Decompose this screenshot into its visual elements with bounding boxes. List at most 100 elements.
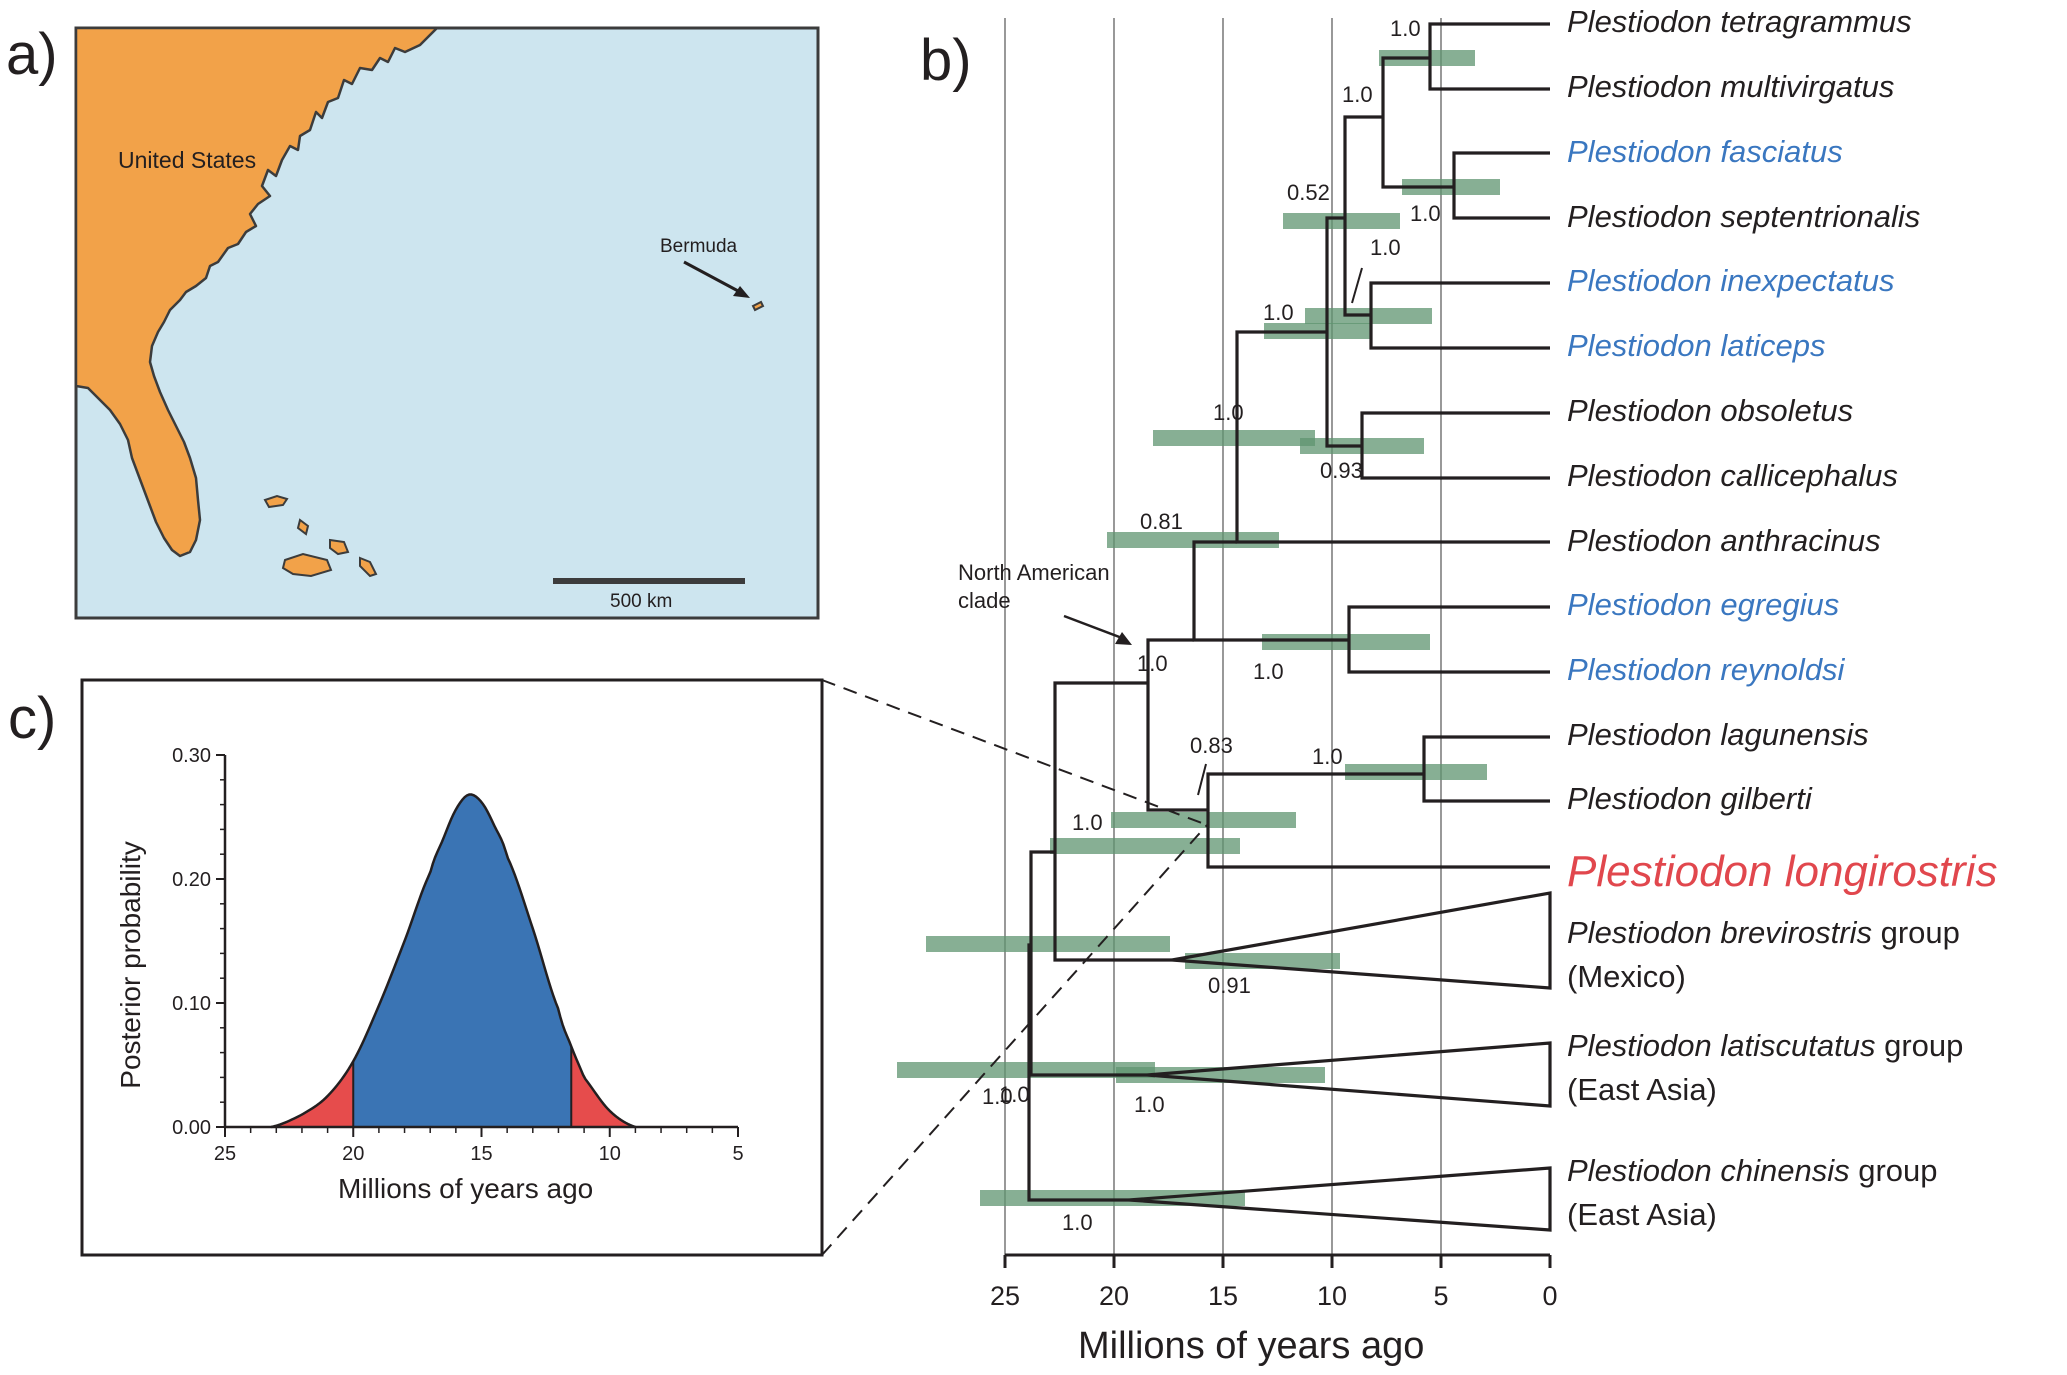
taxon-label: Plestiodon tetragrammus — [1567, 4, 1912, 39]
hpd-bar — [1111, 812, 1296, 828]
panel-label-c: c) — [8, 686, 56, 751]
taxon-label: Plestiodon multivirgatus — [1567, 69, 1894, 104]
support-value: 1.0 — [1263, 300, 1294, 325]
tree-x-tick-label: 10 — [1317, 1281, 1347, 1311]
zoom-guide-bottom — [821, 824, 1208, 1256]
taxon-label: Plestiodon reynoldsi — [1567, 652, 1846, 687]
density-y-axis-title: Posterior probability — [115, 841, 146, 1088]
map-island-bahamas-1 — [263, 494, 289, 509]
density-tail-younger — [571, 1046, 636, 1127]
density-x-tick-label: 25 — [214, 1143, 236, 1165]
hpd-bar — [1153, 430, 1315, 446]
support-value: 1.0 — [1137, 651, 1168, 676]
density-hpd-region — [353, 794, 572, 1127]
tree-x-axis-title: Millions of years ago — [1078, 1325, 1424, 1367]
panel-label-b: b) — [920, 28, 972, 93]
panel-label-a: a) — [6, 22, 58, 87]
collapsed-clade — [1128, 1166, 1552, 1232]
taxon-label: Plestiodon callicephalus — [1567, 458, 1898, 493]
support-value: 1.0 — [1072, 810, 1103, 835]
tree-panel: 1.01.01.00.521.01.01.00.930.811.01.00.83… — [897, 4, 1997, 1367]
tree-x-tick-label: 25 — [990, 1281, 1020, 1311]
density-curve — [270, 793, 636, 1129]
tree-branches — [1027, 22, 1552, 1232]
hpd-bar — [1116, 1067, 1325, 1083]
map-island-bahamas-4 — [359, 556, 378, 578]
collapsed-clade — [1171, 891, 1552, 990]
support-value: 1.0 — [1410, 201, 1441, 226]
tree-x-axis: 25 20 15 10 5 0 Millions of years ago — [990, 1253, 1558, 1367]
hpd-bar — [1050, 838, 1240, 854]
hpd-bar — [980, 1190, 1245, 1206]
support-value: 0.91 — [1208, 973, 1251, 998]
taxon-region-label: (East Asia) — [1567, 1197, 1717, 1232]
collapsed-clade — [1146, 1041, 1552, 1108]
support-leader-line — [1351, 267, 1363, 304]
map-island-bahamas-3 — [329, 538, 350, 556]
taxon-label: Plestiodon chinensis group — [1567, 1153, 1938, 1188]
tree-branch — [1029, 850, 1147, 1077]
taxon-label: Plestiodon septentrionalis — [1567, 199, 1920, 234]
density-chart: 0.00 0.10 0.20 0.30 25 20 15 10 5 — [172, 745, 744, 1165]
support-value: 1.0 — [1370, 235, 1401, 260]
taxon-label: Plestiodon inexpectatus — [1567, 263, 1894, 298]
density-x-tick-label: 20 — [342, 1143, 364, 1165]
taxon-label: Plestiodon laticeps — [1567, 328, 1826, 363]
taxon-label: Plestiodon obsoletus — [1567, 393, 1853, 428]
support-value: 0.83 — [1190, 733, 1233, 758]
support-leader-line — [1197, 763, 1207, 796]
taxon-label: Plestiodon anthracinus — [1567, 523, 1881, 558]
support-value: 1.0 — [1062, 1210, 1093, 1235]
tree-branch — [1192, 540, 1349, 642]
taxon-region-label: (East Asia) — [1567, 1072, 1717, 1107]
map-scale-bar — [553, 578, 745, 584]
tree-branch — [1422, 735, 1550, 803]
support-value: 0.81 — [1140, 509, 1183, 534]
map-island-cuba — [281, 552, 333, 578]
taxon-label: Plestiodon longirostris — [1567, 847, 1997, 896]
support-value: 1.0 — [999, 1082, 1030, 1107]
support-value: 1.0 — [982, 1084, 1013, 1109]
hpd-bar — [1345, 764, 1487, 780]
density-x-tick-label: 15 — [470, 1143, 492, 1165]
density-x-axis-title: Millions of years ago — [338, 1173, 593, 1204]
north-american-clade-annotation: North American clade — [958, 560, 1132, 645]
density-y-tick-label: 0.20 — [172, 869, 211, 891]
support-value: 0.52 — [1287, 180, 1330, 205]
taxon-label: Plestiodon brevirostris group — [1567, 915, 1960, 950]
tree-branch — [1206, 772, 1550, 869]
tree-x-ticks: 25 20 15 10 5 0 — [990, 1255, 1558, 1311]
density-y-tick-label: 0.00 — [172, 1117, 211, 1139]
tree-branch — [1343, 115, 1383, 317]
map-island-bermuda — [751, 300, 765, 312]
taxon-label: Plestiodon fasciatus — [1567, 134, 1843, 169]
tree-x-tick-label: 5 — [1433, 1281, 1448, 1311]
tree-x-tick-label: 0 — [1542, 1281, 1557, 1311]
support-value: 1.0 — [1342, 82, 1373, 107]
tree-x-tick-label: 15 — [1208, 1281, 1238, 1311]
map-label-bermuda: Bermuda — [660, 236, 738, 257]
taxon-label: Plestiodon gilberti — [1567, 781, 1813, 816]
map-us-mainland — [76, 28, 439, 558]
annotation-label: North American clade — [958, 560, 1116, 613]
tree-branch — [1235, 330, 1550, 544]
tree-branch — [1146, 638, 1208, 812]
density-panel: 0.00 0.10 0.20 0.30 25 20 15 10 5 Millions of ye… — [80, 678, 1208, 1257]
tree-branch — [1381, 56, 1454, 189]
tree-branch — [1027, 943, 1129, 1202]
support-value: 1.0 — [1390, 16, 1421, 41]
hpd-bar — [926, 936, 1170, 952]
support-value: 1.0 — [1213, 400, 1244, 425]
density-x-tick-label: 5 — [732, 1143, 743, 1165]
support-value: 1.0 — [1312, 744, 1343, 769]
tree-branch — [1053, 681, 1172, 962]
density-tail-older — [271, 1061, 354, 1127]
taxon-label: Plestiodon lagunensis — [1567, 717, 1869, 752]
map-bermuda-arrow — [683, 260, 750, 298]
taxon-label: Plestiodon latiscutatus group — [1567, 1028, 1963, 1063]
support-value: 1.0 — [1253, 659, 1284, 684]
density-y-tick-label: 0.30 — [172, 745, 211, 767]
taxon-region-label: (Mexico) — [1567, 959, 1686, 994]
density-x-tick-label: 10 — [599, 1143, 621, 1165]
